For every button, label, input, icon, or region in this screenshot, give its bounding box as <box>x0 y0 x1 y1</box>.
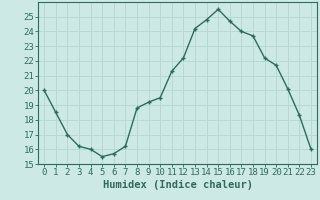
X-axis label: Humidex (Indice chaleur): Humidex (Indice chaleur) <box>103 180 252 190</box>
